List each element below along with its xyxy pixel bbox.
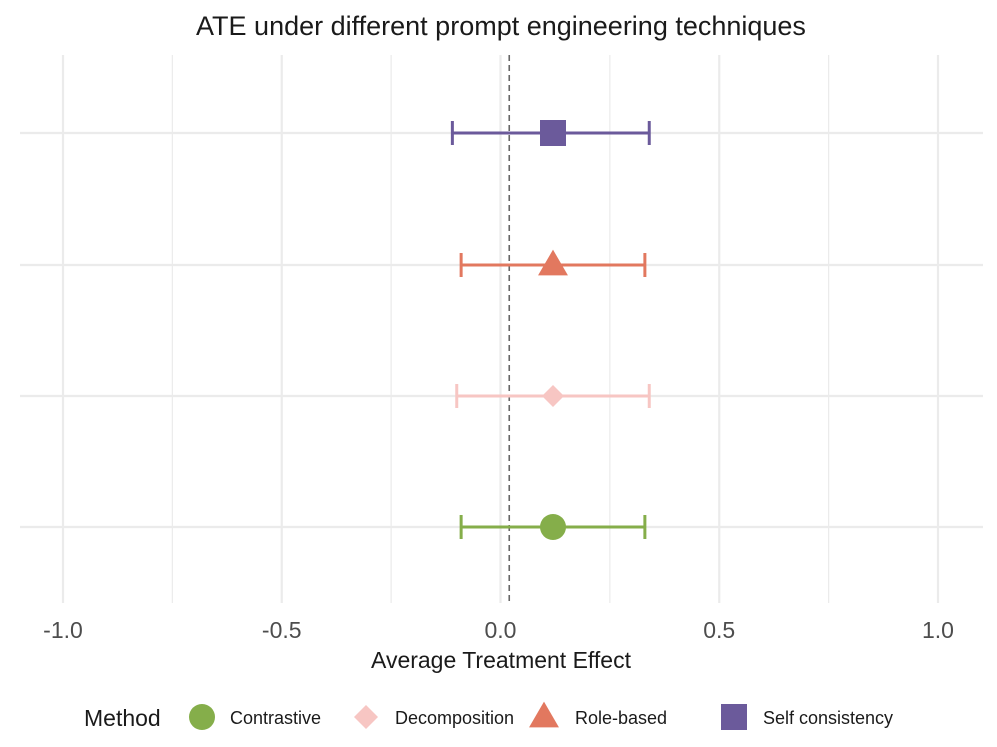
series-self-consistency	[450, 120, 651, 146]
legend-key-self-consistency	[721, 704, 747, 730]
legend-label-role-based: Role-based	[575, 708, 667, 728]
chart-title: ATE under different prompt engineering t…	[196, 11, 806, 41]
x-axis-label: Average Treatment Effect	[371, 647, 632, 673]
x-tick-label: 0.5	[703, 617, 735, 643]
legend-label-contrastive: Contrastive	[230, 708, 321, 728]
x-tick-label: -0.5	[262, 617, 302, 643]
legend-label-self-consistency: Self consistency	[763, 708, 893, 728]
legend-title: Method	[84, 705, 161, 731]
series-role-based	[459, 249, 647, 277]
point-decomposition	[542, 385, 564, 407]
x-tick-label: -1.0	[43, 617, 83, 643]
x-tick-labels: -1.0 -0.5 0.0 0.5 1.0	[43, 617, 954, 643]
legend-key-role-based	[529, 701, 559, 728]
legend-label-decomposition: Decomposition	[395, 708, 514, 728]
legend-key-contrastive	[189, 704, 215, 730]
x-tick-label: 1.0	[922, 617, 954, 643]
point-role-based	[538, 249, 568, 276]
legend-key-decomposition	[354, 705, 378, 729]
series-contrastive	[459, 514, 647, 540]
x-tick-label: 0.0	[485, 617, 517, 643]
legend: Method Contrastive Decomposition Role-base…	[84, 701, 893, 731]
point-contrastive	[540, 514, 566, 540]
point-self-consistency	[540, 120, 566, 146]
data-marks	[450, 120, 651, 540]
series-decomposition	[455, 384, 651, 408]
grid-lines	[20, 55, 983, 603]
